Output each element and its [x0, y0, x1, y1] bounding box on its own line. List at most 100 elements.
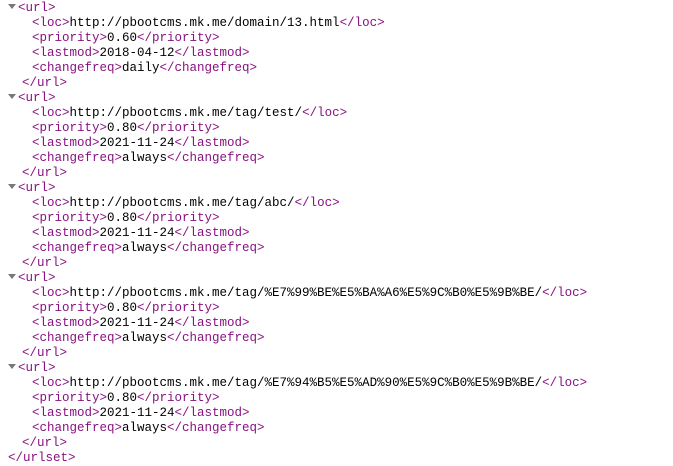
- lastmod-value: 2021-11-24: [99, 316, 175, 330]
- loc-value: http://pbootcms.mk.me/domain/13.html: [69, 16, 340, 30]
- changefreq-value: always: [122, 421, 168, 435]
- changefreq-line: <changefreq>daily</changefreq>: [0, 61, 673, 76]
- collapse-arrow-icon[interactable]: [8, 271, 18, 286]
- url-close-line: </url>: [0, 436, 673, 451]
- loc-value: http://pbootcms.mk.me/tag/%E7%99%BE%E5%B…: [69, 286, 543, 300]
- xml-tag-loc-open: <loc>: [32, 106, 70, 120]
- changefreq-line: <changefreq>always</changefreq>: [0, 421, 673, 436]
- url-open-line: <url>: [0, 271, 673, 286]
- collapse-arrow-icon[interactable]: [8, 91, 18, 106]
- url-close-line: </url>: [0, 346, 673, 361]
- lastmod-value: 2021-11-24: [99, 226, 175, 240]
- xml-tag-url-close: </url>: [22, 346, 68, 360]
- xml-tag-lastmod-close: </lastmod>: [174, 226, 250, 240]
- xml-tag-url-open: <url>: [18, 271, 56, 285]
- xml-tag-changefreq-close: </changefreq>: [167, 151, 265, 165]
- url-open-line: <url>: [0, 1, 673, 16]
- loc-line: <loc>http://pbootcms.mk.me/tag/test/</lo…: [0, 106, 673, 121]
- priority-line: <priority>0.80</priority>: [0, 211, 673, 226]
- collapse-arrow-icon[interactable]: [8, 181, 18, 196]
- priority-line: <priority>0.80</priority>: [0, 391, 673, 406]
- xml-tag-loc-close: </loc>: [339, 16, 385, 30]
- xml-tag-loc-close: </loc>: [302, 106, 348, 120]
- xml-tag-loc-close: </loc>: [542, 286, 588, 300]
- priority-value: 0.80: [107, 121, 138, 135]
- changefreq-line: <changefreq>always</changefreq>: [0, 331, 673, 346]
- triangle-glyph: [8, 94, 16, 99]
- xml-tag-changefreq-close: </changefreq>: [159, 61, 258, 75]
- xml-tag-urlset-close: </urlset>: [8, 451, 76, 465]
- xml-tag-changefreq-close: </changefreq>: [167, 241, 265, 255]
- url-close-line: </url>: [0, 166, 673, 181]
- loc-line: <loc>http://pbootcms.mk.me/tag/%E7%94%B5…: [0, 376, 673, 391]
- lastmod-line: <lastmod>2021-11-24</lastmod>: [0, 406, 673, 421]
- url-entry: <url> <loc>http://pbootcms.mk.me/tag/%E7…: [0, 271, 673, 361]
- lastmod-value: 2018-04-12: [99, 46, 175, 60]
- triangle-glyph: [8, 184, 16, 189]
- priority-line: <priority>0.60</priority>: [0, 31, 673, 46]
- loc-line: <loc>http://pbootcms.mk.me/domain/13.htm…: [0, 16, 673, 31]
- url-close-line: </url>: [0, 256, 673, 271]
- xml-tag-lastmod-close: </lastmod>: [174, 136, 250, 150]
- xml-tag-url-close: </url>: [22, 76, 68, 90]
- lastmod-line: <lastmod>2018-04-12</lastmod>: [0, 46, 673, 61]
- url-entry: <url> <loc>http://pbootcms.mk.me/tag/abc…: [0, 181, 673, 271]
- changefreq-line: <changefreq>always</changefreq>: [0, 151, 673, 166]
- xml-tag-lastmod-open: <lastmod>: [32, 136, 100, 150]
- xml-tag-priority-close: </priority>: [137, 31, 220, 45]
- xml-tag-lastmod-open: <lastmod>: [32, 46, 100, 60]
- url-entry: <url> <loc>http://pbootcms.mk.me/tag/%E7…: [0, 361, 673, 451]
- priority-value: 0.80: [107, 301, 138, 315]
- xml-tag-loc-open: <loc>: [32, 376, 70, 390]
- lastmod-value: 2021-11-24: [99, 406, 175, 420]
- xml-tag-changefreq-open: <changefreq>: [32, 421, 123, 435]
- xml-tag-lastmod-open: <lastmod>: [32, 406, 100, 420]
- xml-tag-url-close: </url>: [22, 256, 68, 270]
- xml-tag-url-open: <url>: [18, 181, 56, 195]
- changefreq-value: always: [122, 331, 168, 345]
- xml-tag-url-close: </url>: [22, 166, 68, 180]
- xml-tag-lastmod-open: <lastmod>: [32, 316, 100, 330]
- priority-value: 0.80: [107, 211, 138, 225]
- loc-value: http://pbootcms.mk.me/tag/%E7%94%B5%E5%A…: [69, 376, 543, 390]
- collapse-arrow-icon[interactable]: [8, 361, 18, 376]
- loc-line: <loc>http://pbootcms.mk.me/tag/%E7%99%BE…: [0, 286, 673, 301]
- lastmod-line: <lastmod>2021-11-24</lastmod>: [0, 226, 673, 241]
- xml-tag-priority-open: <priority>: [32, 211, 108, 225]
- priority-line: <priority>0.80</priority>: [0, 301, 673, 316]
- xml-tag-priority-open: <priority>: [32, 31, 108, 45]
- xml-tag-url-open: <url>: [18, 91, 56, 105]
- lastmod-line: <lastmod>2021-11-24</lastmod>: [0, 316, 673, 331]
- changefreq-value: daily: [122, 61, 160, 75]
- xml-tag-lastmod-close: </lastmod>: [174, 316, 250, 330]
- xml-tag-lastmod-close: </lastmod>: [174, 46, 250, 60]
- url-entry: <url> <loc>http://pbootcms.mk.me/tag/tes…: [0, 91, 673, 181]
- xml-tag-loc-open: <loc>: [32, 286, 70, 300]
- lastmod-line: <lastmod>2021-11-24</lastmod>: [0, 136, 673, 151]
- xml-tag-lastmod-open: <lastmod>: [32, 226, 100, 240]
- triangle-glyph: [8, 274, 16, 279]
- xml-tag-changefreq-close: </changefreq>: [167, 331, 265, 345]
- priority-value: 0.80: [107, 391, 138, 405]
- xml-tag-priority-close: </priority>: [137, 391, 220, 405]
- collapse-arrow-icon[interactable]: [8, 1, 18, 16]
- triangle-glyph: [8, 364, 16, 369]
- xml-tag-loc-open: <loc>: [32, 16, 70, 30]
- url-entry: <url> <loc>http://pbootcms.mk.me/domain/…: [0, 1, 673, 91]
- xml-tag-priority-close: </priority>: [137, 301, 220, 315]
- xml-tag-priority-open: <priority>: [32, 301, 108, 315]
- loc-value: http://pbootcms.mk.me/tag/abc/: [69, 196, 295, 210]
- changefreq-value: always: [122, 241, 168, 255]
- xml-tag-priority-open: <priority>: [32, 121, 108, 135]
- xml-tag-changefreq-open: <changefreq>: [32, 331, 123, 345]
- xml-tag-loc-open: <loc>: [32, 196, 70, 210]
- loc-line: <loc>http://pbootcms.mk.me/tag/abc/</loc…: [0, 196, 673, 211]
- urlset-close-line: </urlset>: [0, 451, 673, 466]
- xml-tag-loc-close: </loc>: [542, 376, 588, 390]
- lastmod-value: 2021-11-24: [99, 136, 175, 150]
- xml-tag-changefreq-open: <changefreq>: [32, 151, 123, 165]
- priority-line: <priority>0.80</priority>: [0, 121, 673, 136]
- loc-value: http://pbootcms.mk.me/tag/test/: [69, 106, 303, 120]
- xml-tag-url-close: </url>: [22, 436, 68, 450]
